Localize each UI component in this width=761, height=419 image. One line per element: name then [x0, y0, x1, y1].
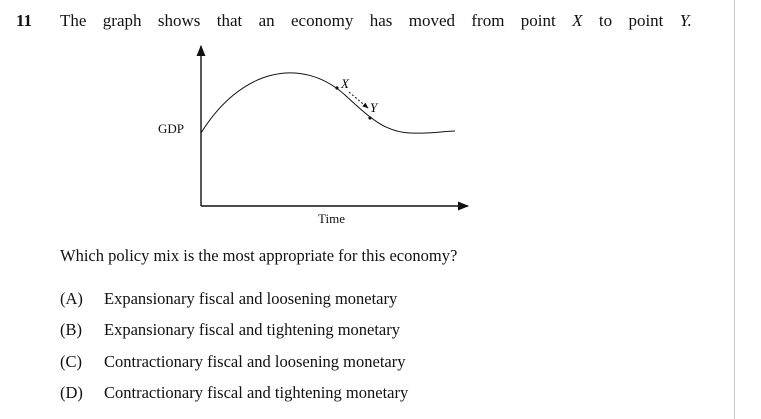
option-b[interactable]: (B) Expansionary fiscal and tightening mo…: [60, 320, 400, 340]
stem-word: X: [572, 11, 583, 30]
option-b-text: Expansionary fiscal and tightening monet…: [104, 320, 401, 339]
stem-word: economy: [291, 11, 354, 30]
stem-word: an: [258, 11, 275, 30]
stem-word: moved: [408, 11, 456, 30]
option-b-label: (B): [60, 320, 82, 339]
stem-word: has: [369, 11, 393, 30]
point-x-marker: [335, 86, 339, 90]
y-axis-label: GDP: [158, 121, 185, 136]
option-d-label: (D): [60, 383, 83, 402]
option-c-label: (C): [60, 352, 82, 371]
stem-word: point: [520, 11, 556, 30]
gdp-curve: [200, 72, 456, 134]
gdp-time-graph: X Y: [196, 44, 470, 211]
point-y-label: Y: [370, 100, 379, 115]
stem-word: Y.: [679, 11, 692, 30]
stem-word: point: [628, 11, 664, 30]
point-y-marker: [368, 116, 372, 120]
option-a[interactable]: (A) Expansionary fiscal and loosening mon…: [60, 289, 397, 309]
option-d-text: Contractionary fiscal and tightening mon…: [104, 383, 409, 402]
option-c-text: Contractionary fiscal and loosening mone…: [104, 352, 406, 371]
point-x-label: X: [340, 76, 350, 91]
question-stem: The graph shows that an economy has moved from po…: [60, 11, 692, 31]
question-prompt: Which policy mix is the most appropriate…: [60, 246, 458, 265]
stem-word: The: [60, 11, 87, 30]
option-a-text: Expansionary fiscal and loosening moneta…: [104, 289, 398, 308]
option-c[interactable]: (C) Contractionary fiscal and loosening m…: [60, 352, 406, 372]
stem-word: shows: [157, 11, 201, 30]
movement-arrow: [348, 91, 369, 109]
x-axis-label: Time: [318, 211, 345, 226]
option-a-label: (A): [60, 289, 83, 308]
stem-word: to: [598, 11, 613, 30]
stem-word: that: [216, 11, 243, 30]
stem-word: graph: [102, 11, 142, 30]
page-edge-divider: [734, 0, 735, 419]
stem-word: from: [471, 11, 505, 30]
question-number: 11: [16, 11, 33, 30]
option-d[interactable]: (D) Contractionary fiscal and tightening …: [60, 383, 408, 403]
